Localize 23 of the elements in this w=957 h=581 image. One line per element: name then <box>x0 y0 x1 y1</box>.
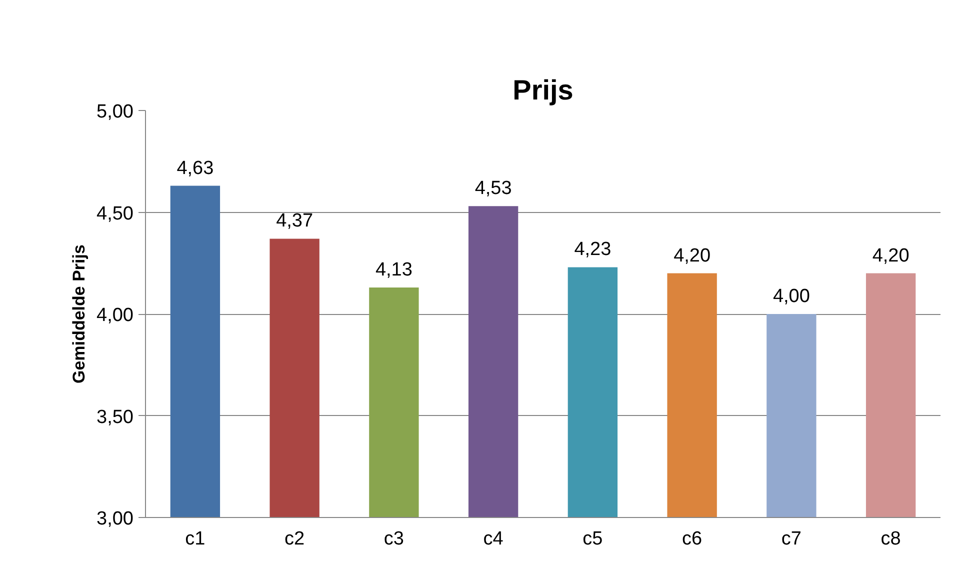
y-axis-title: Gemiddelde Prijs <box>70 244 89 384</box>
data-label: 4,53 <box>474 178 512 200</box>
x-tick-label: c5 <box>582 528 603 550</box>
x-tick-label: c2 <box>284 528 305 550</box>
x-tick-label: c6 <box>682 528 702 550</box>
y-tick-label: 5,00 <box>96 102 134 122</box>
chart-title: Prijs <box>512 74 574 106</box>
data-label: 4,20 <box>872 245 910 266</box>
data-label: 4,23 <box>574 239 612 260</box>
x-tick-label: c3 <box>384 528 404 550</box>
x-tick-label: c1 <box>185 528 206 550</box>
y-tick-label: 3,50 <box>96 406 134 428</box>
x-tick-label: c8 <box>880 528 901 550</box>
y-tick-label: 4,00 <box>96 305 134 326</box>
data-label: 4,63 <box>176 158 214 179</box>
data-label: 4,37 <box>276 210 314 232</box>
data-label: 4,13 <box>375 260 412 281</box>
y-tick-label: 3,00 <box>96 508 134 530</box>
x-tick-label: c4 <box>483 528 504 550</box>
y-tick-label: 4,50 <box>96 203 134 224</box>
x-tick-label: c7 <box>781 528 802 550</box>
data-label: 4,00 <box>772 286 810 307</box>
data-label: 4,20 <box>674 245 711 266</box>
